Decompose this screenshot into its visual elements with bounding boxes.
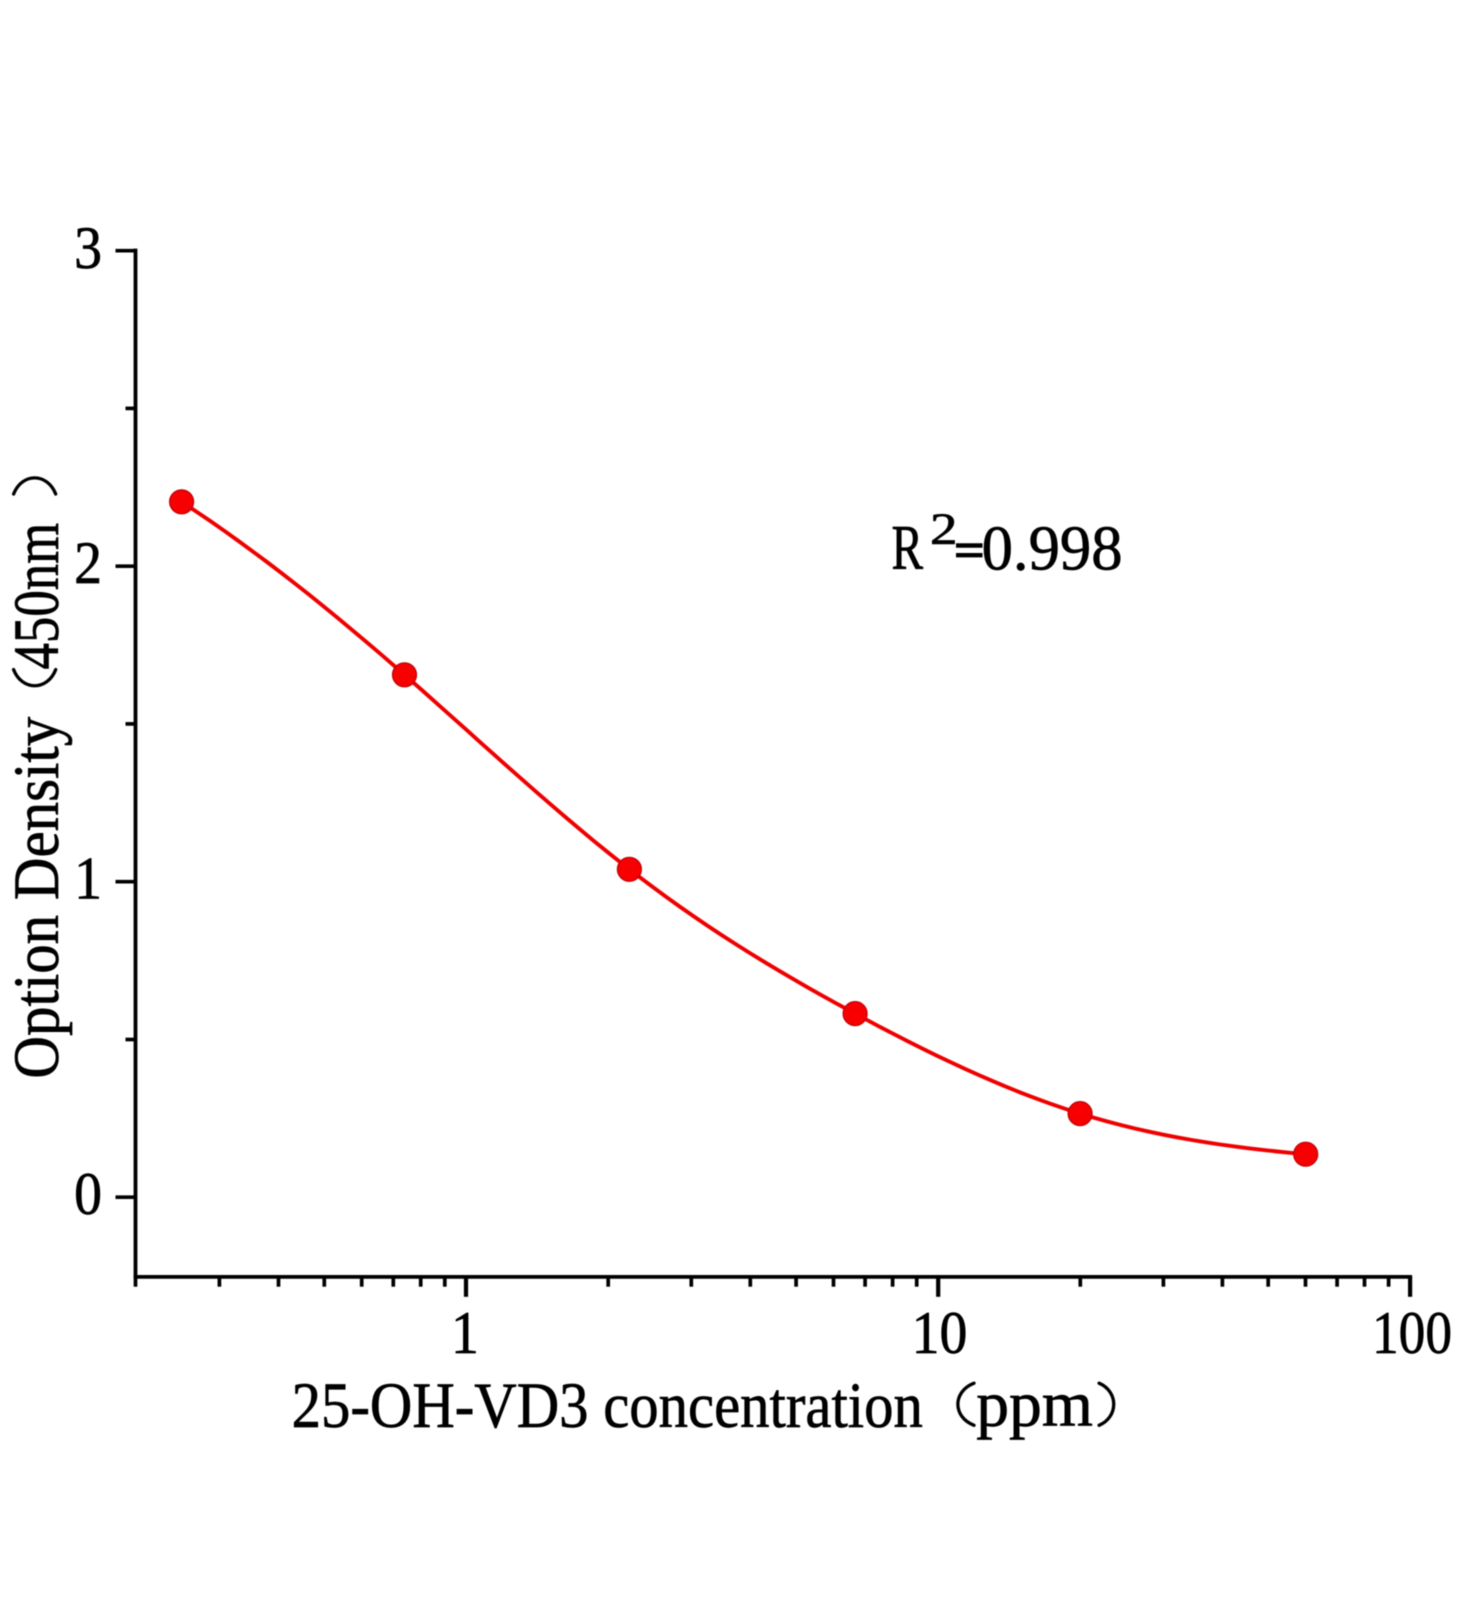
svg-text:1: 1 xyxy=(74,845,102,912)
svg-text:R: R xyxy=(892,513,924,583)
svg-text:0: 0 xyxy=(74,1160,102,1227)
svg-text:2: 2 xyxy=(930,504,958,553)
svg-text:10: 10 xyxy=(912,1299,968,1366)
svg-text:0.998: 0.998 xyxy=(982,513,1123,584)
svg-text:100: 100 xyxy=(1372,1300,1452,1367)
svg-text:ppm: ppm xyxy=(976,1369,1093,1441)
svg-text:2: 2 xyxy=(74,529,102,596)
svg-text:1: 1 xyxy=(451,1299,479,1366)
svg-text:3: 3 xyxy=(74,214,102,281)
svg-text:450nm: 450nm xyxy=(0,523,72,670)
svg-text:Option Density: Option Density xyxy=(1,717,72,1079)
svg-text:25-OH-VD3 concentration: 25-OH-VD3 concentration xyxy=(292,1370,923,1441)
